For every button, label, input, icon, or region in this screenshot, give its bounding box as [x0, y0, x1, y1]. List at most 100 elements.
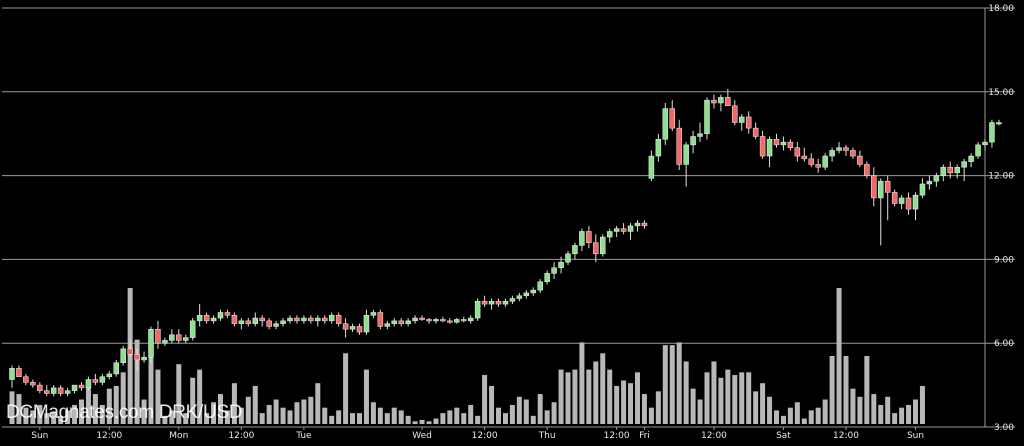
candle-up — [509, 298, 516, 302]
candle-up — [273, 323, 279, 327]
volume-bar — [711, 361, 717, 424]
candle-up — [565, 253, 571, 263]
candle-up — [634, 222, 641, 227]
candle-up — [704, 99, 710, 134]
candle-down — [419, 317, 425, 320]
volume-bar — [725, 369, 731, 424]
volume-bar — [51, 411, 57, 424]
volume-bar — [224, 410, 230, 424]
volume-bar — [377, 407, 383, 424]
x-tick-label: Sun — [907, 431, 924, 441]
volume-bar — [30, 410, 36, 424]
volume-bar — [593, 361, 599, 424]
volume-bar — [162, 415, 168, 424]
candle-down — [586, 231, 592, 243]
candle-down — [398, 320, 404, 324]
candle-up — [50, 387, 57, 394]
candle-up — [370, 312, 377, 316]
candle-down — [787, 141, 794, 148]
volume-bar — [607, 369, 613, 424]
candle-down — [342, 323, 349, 330]
volume-bar — [475, 415, 481, 424]
candle-up — [655, 139, 662, 157]
volume-bar — [774, 410, 779, 424]
volume-bar — [58, 415, 64, 424]
volume-bar — [99, 404, 105, 424]
candle-down — [891, 192, 898, 204]
volume-bar — [245, 396, 251, 424]
candle-up — [836, 147, 842, 151]
candle-up — [940, 166, 947, 176]
candle-up — [252, 317, 258, 324]
candle-up — [488, 301, 495, 305]
y-tick-label: 18.00 — [988, 4, 1014, 14]
volume-bar — [433, 418, 439, 424]
volume-bar — [857, 396, 863, 424]
volume-bar — [155, 369, 161, 424]
candle-down — [127, 348, 133, 355]
candle-up — [926, 180, 933, 185]
volume-bar — [614, 385, 620, 424]
candle-down — [752, 127, 759, 137]
candle-up — [85, 379, 92, 389]
candle-down — [745, 116, 752, 129]
candle-up — [558, 261, 564, 269]
volume-bar — [669, 345, 675, 424]
candle-up — [829, 150, 835, 157]
candle-up — [454, 319, 460, 323]
candle-up — [106, 373, 113, 377]
volume-bar — [204, 413, 210, 424]
volume-bar — [85, 383, 91, 424]
candle-up — [537, 281, 543, 291]
candle-down — [78, 384, 85, 389]
candle-up — [502, 301, 509, 305]
volume-bar — [398, 410, 404, 424]
candle-up — [210, 317, 217, 322]
volume-bar — [343, 353, 349, 424]
y-tick-label: 12.00 — [988, 172, 1014, 182]
volume-bar — [648, 407, 654, 424]
candle-down — [850, 150, 856, 157]
candle-up — [683, 144, 689, 165]
candle-up — [690, 136, 696, 146]
volume-bar — [892, 413, 898, 424]
volume-bar — [169, 410, 175, 424]
x-tick-label: Mon — [169, 431, 188, 441]
candle-down — [641, 222, 648, 227]
volume-bar — [537, 394, 543, 424]
candle-up — [919, 183, 926, 196]
candle-up — [9, 368, 15, 380]
x-tick-label: 12:00 — [833, 431, 859, 441]
candle-down — [808, 158, 814, 165]
volume-bar — [655, 391, 661, 424]
volume-bar — [558, 369, 564, 424]
volume-bar — [523, 399, 529, 424]
candle-up — [627, 225, 634, 232]
volume-bar — [405, 415, 411, 424]
candle-down — [669, 108, 675, 129]
candle-down — [23, 376, 29, 383]
candle-up — [113, 362, 119, 375]
volume-bar — [850, 388, 856, 424]
volume-bar — [412, 421, 418, 424]
volume-bar — [482, 375, 488, 424]
candle-up — [898, 197, 905, 204]
candle-up — [579, 231, 585, 246]
volume-bar — [183, 413, 189, 424]
candle-down — [30, 382, 36, 386]
candle-down — [294, 317, 300, 322]
volume-bar — [141, 399, 147, 424]
candle-down — [481, 301, 488, 305]
x-tick-label: 12:00 — [96, 431, 122, 441]
volume-bar — [16, 394, 22, 424]
volume-bar — [822, 399, 828, 424]
candle-down — [593, 242, 599, 255]
volume-bar — [37, 404, 43, 424]
volume-bar — [322, 407, 328, 424]
volume-bar — [767, 396, 773, 424]
candle-down — [725, 97, 731, 107]
y-tick-label: 3.00 — [994, 423, 1014, 433]
volume-bar — [808, 410, 814, 424]
